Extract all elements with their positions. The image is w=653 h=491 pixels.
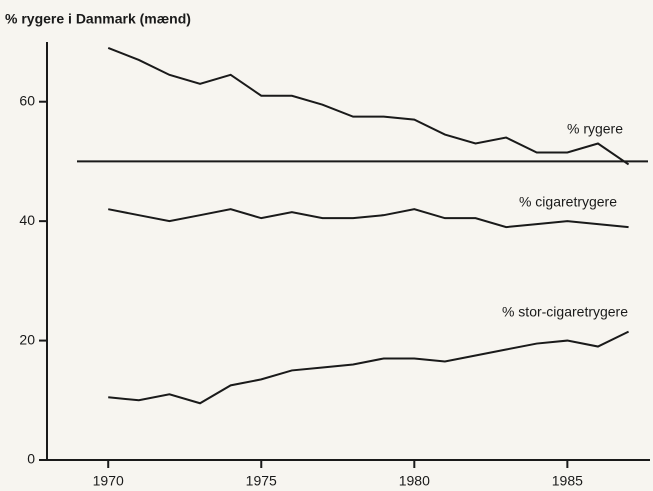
- x-tick-label: 1975: [246, 473, 277, 489]
- series-line: [107, 47, 630, 166]
- y-tick-label: 20: [19, 331, 35, 347]
- x-tick-label: 1970: [93, 473, 124, 489]
- x-tick-label: 1985: [552, 473, 583, 489]
- y-tick-label: 0: [27, 451, 35, 467]
- y-tick-label: 40: [19, 212, 35, 228]
- chart-title: % rygere i Danmark (mænd): [5, 11, 191, 27]
- x-tick-label: 1980: [399, 473, 430, 489]
- series-label: % rygere: [567, 121, 623, 137]
- series-label: % cigaretrygere: [519, 194, 617, 210]
- series-label: % stor-cigaretrygere: [502, 304, 628, 320]
- series-line: [108, 208, 629, 229]
- series-line: [108, 330, 630, 405]
- y-tick-label: 60: [19, 92, 35, 108]
